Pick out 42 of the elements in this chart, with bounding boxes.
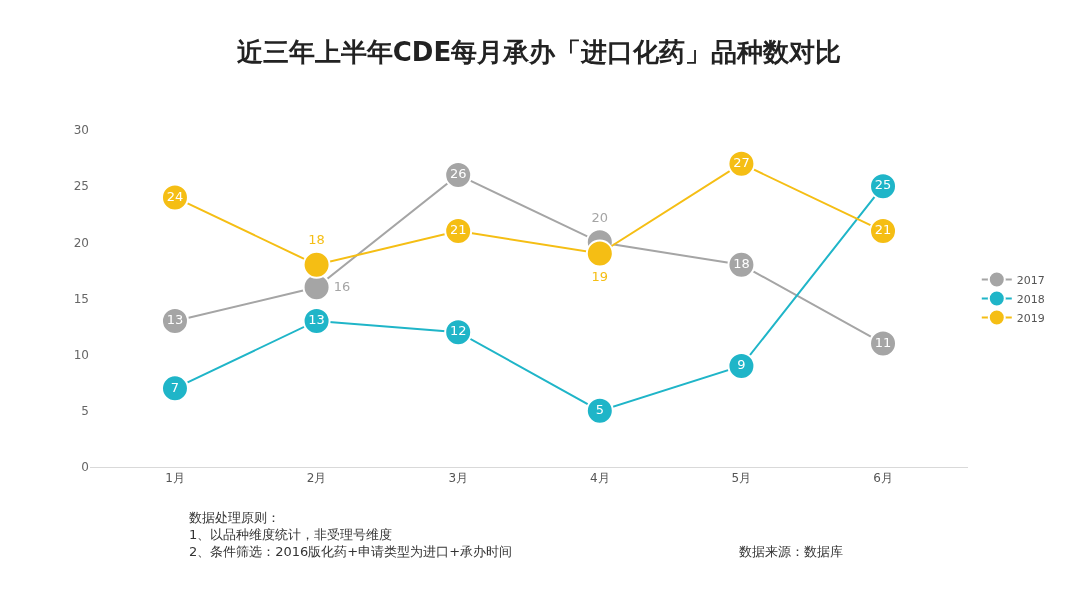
legend-label: 2017 bbox=[1016, 273, 1045, 287]
data-label: 11 bbox=[874, 334, 892, 350]
point bbox=[727, 351, 756, 380]
y-tick-label: 5 bbox=[81, 404, 89, 419]
text: 数据处理原则： 1、以品种维度统计，非受理号维度 2、条件筛选：2016版化药+申请类型为进口+承办时间 bbox=[189, 510, 513, 559]
data-label: 27 bbox=[733, 154, 750, 170]
data-label: 21 bbox=[449, 222, 467, 238]
data-label: 16 bbox=[333, 278, 351, 294]
data-label: 18 bbox=[308, 232, 325, 248]
data-label: 5 bbox=[595, 402, 604, 418]
y-tick-label: 30 bbox=[73, 123, 89, 138]
x-tick-label: 6月 bbox=[873, 471, 893, 486]
data-label: 25 bbox=[874, 177, 892, 193]
point bbox=[160, 374, 189, 403]
data-label: 18 bbox=[733, 256, 750, 272]
data-label: 13 bbox=[166, 312, 184, 328]
data-label: 26 bbox=[449, 166, 467, 182]
source-note: 数据来源：数据库 bbox=[739, 544, 843, 559]
data-label: 12 bbox=[449, 323, 467, 339]
data-label: 7 bbox=[170, 379, 180, 395]
data-label: 19 bbox=[591, 268, 609, 284]
y-tick-label: 10 bbox=[73, 347, 89, 362]
y-tick-label: 0 bbox=[81, 460, 89, 475]
data-label: 20 bbox=[591, 209, 609, 225]
chart-title: 近三年上半年CDE每月承办「进口化药」品种数对比 bbox=[236, 36, 842, 67]
legend-label: 2019 bbox=[1016, 311, 1045, 325]
x-tick-label: 5月 bbox=[731, 471, 752, 486]
y-tick-label: 15 bbox=[73, 291, 89, 306]
legend-label: 2018 bbox=[1016, 292, 1045, 306]
y-tick-label: 25 bbox=[73, 179, 89, 194]
data-label: 13 bbox=[308, 312, 325, 328]
x-tick-label: 2月 bbox=[306, 471, 327, 486]
x-tick-label: 1月 bbox=[165, 471, 185, 486]
point bbox=[585, 239, 614, 268]
point bbox=[302, 250, 331, 279]
x-tick-label: 3月 bbox=[448, 471, 469, 486]
x-tick-label: 4月 bbox=[589, 471, 610, 486]
data-label: 9 bbox=[737, 357, 746, 373]
y-tick-label: 20 bbox=[73, 235, 89, 250]
point bbox=[585, 396, 614, 425]
data-label: 24 bbox=[166, 188, 184, 204]
data-label: 21 bbox=[874, 222, 892, 238]
